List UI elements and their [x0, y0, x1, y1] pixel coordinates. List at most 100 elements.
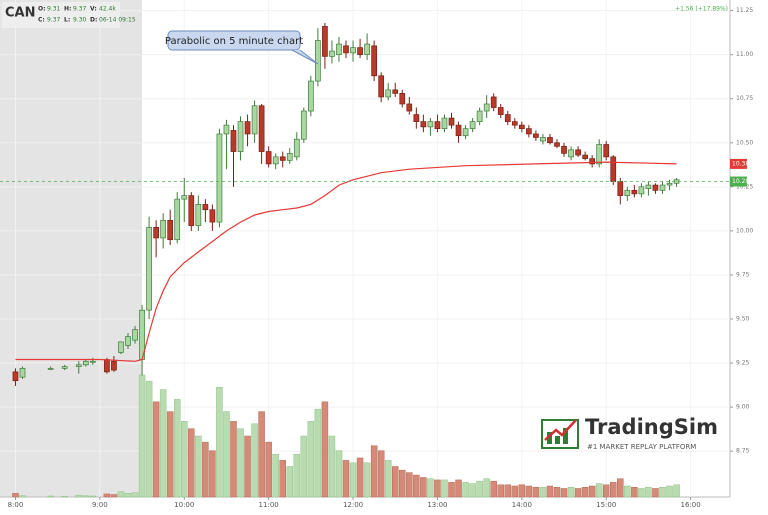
- info-value: 9.31: [47, 6, 61, 13]
- candle-body: [518, 124, 525, 130]
- volume-bar: [595, 483, 603, 498]
- x-tick-label: 10:00: [174, 501, 194, 509]
- volume-bar: [617, 478, 624, 498]
- volume-bar: [497, 484, 504, 498]
- candle-body: [300, 110, 307, 140]
- y-tick-label: 10.75: [736, 95, 753, 102]
- grid: [0, 0, 730, 497]
- last-price-tag: [730, 176, 747, 187]
- volume-bar: [307, 421, 315, 498]
- annotation-box: [167, 30, 301, 51]
- candle-body: [174, 198, 181, 241]
- candle-body: [167, 219, 174, 241]
- axes: 8.75 9.00 9.25 9.50 9.75 10.00 10.25 10.50 10.75…: [8, 7, 754, 509]
- volume-bar: [195, 435, 202, 498]
- candle-body: [336, 43, 342, 55]
- candle-body: [188, 195, 195, 226]
- candle-body: [378, 75, 385, 98]
- volume-bar: [567, 486, 575, 498]
- candle-body: [272, 156, 279, 165]
- volume-bar: [399, 469, 406, 498]
- candle-body: [350, 47, 356, 54]
- volume-bar: [406, 472, 413, 498]
- candle-body: [413, 114, 420, 122]
- logo-icon: [555, 436, 560, 444]
- volume-bar: [546, 485, 554, 498]
- y-tick-label: 8.75: [736, 448, 750, 455]
- candle-body: [111, 360, 117, 371]
- overlays: [0, 161, 730, 362]
- candle-body: [89, 360, 96, 363]
- logo-name: TradingSim: [585, 415, 718, 439]
- volume-bar: [279, 460, 286, 498]
- last-price-label: 10.28: [732, 178, 749, 185]
- volume-bar: [47, 495, 54, 498]
- x-tick-label: 8:00: [8, 501, 24, 509]
- volume-bar: [356, 457, 364, 498]
- candle-body: [399, 93, 406, 105]
- candle-body: [624, 189, 631, 196]
- volume-bar: [441, 479, 448, 498]
- annotation: Parabolic on 5 minute chart: [165, 36, 303, 47]
- volume-bar: [173, 399, 181, 498]
- candle-body: [638, 186, 645, 195]
- x-tick-label: 11:00: [259, 501, 279, 509]
- candle-body: [589, 158, 596, 165]
- ohlc-info: O: 9.31 H: 9.37 V: 42.4kC: 9.37 L: 9.30 D: 06-14 0…: [38, 6, 136, 24]
- volume-bar: [391, 466, 399, 498]
- volume-bar: [455, 479, 462, 498]
- volume-bar: [138, 374, 146, 498]
- candle-body: [526, 128, 532, 135]
- volume-bar: [251, 423, 258, 498]
- y-tick-label: 10.00: [736, 227, 753, 234]
- volume-bar: [602, 484, 610, 498]
- volume-bar: [223, 411, 230, 498]
- candle-body: [104, 359, 110, 373]
- volume-bar: [539, 486, 547, 498]
- volume-bar: [188, 428, 195, 498]
- annotation-pointer: [291, 49, 319, 65]
- moving-average: [15, 161, 677, 362]
- volume-panel: [12, 374, 680, 498]
- volume-bar: [244, 435, 251, 498]
- candle-body: [392, 89, 399, 94]
- candle-body: [244, 121, 251, 135]
- candle-body: [554, 142, 560, 147]
- candle-body: [146, 227, 152, 311]
- candle-body: [385, 89, 392, 98]
- candle-body: [364, 43, 370, 55]
- candle-body: [265, 151, 272, 165]
- candle-body: [118, 341, 124, 353]
- volume-bar: [370, 445, 378, 498]
- info-value: 42.4k: [99, 6, 116, 13]
- candle-body: [631, 189, 638, 195]
- candle-body: [12, 371, 19, 382]
- volume-bar: [553, 486, 561, 498]
- candle-body: [427, 121, 434, 128]
- candle-body: [645, 184, 652, 189]
- candle-body: [160, 219, 167, 239]
- volume-bar: [12, 493, 19, 498]
- info-label: D:: [90, 17, 97, 24]
- candle-body: [617, 181, 624, 196]
- y-tick-label: 11.25: [736, 7, 753, 14]
- volume-bar: [574, 488, 582, 498]
- info-label: C:: [38, 17, 45, 24]
- y-tick-label: 9.25: [736, 360, 750, 367]
- candle-body: [561, 145, 567, 154]
- candle-body: [547, 137, 553, 144]
- candle-body: [343, 45, 349, 54]
- volume-bar: [624, 485, 631, 498]
- volume-bar: [335, 450, 343, 498]
- candle-body: [371, 45, 377, 77]
- volume-bar: [652, 488, 659, 498]
- volume-bar: [483, 478, 490, 498]
- volume-bar: [209, 450, 216, 498]
- volume-bar: [265, 441, 272, 498]
- volume-bar: [19, 495, 26, 498]
- candle-body: [181, 195, 188, 200]
- logo-icon: [563, 428, 568, 444]
- ma-tag: [730, 158, 747, 169]
- x-tick-label: 13:00: [427, 501, 447, 509]
- candle-body: [441, 117, 448, 130]
